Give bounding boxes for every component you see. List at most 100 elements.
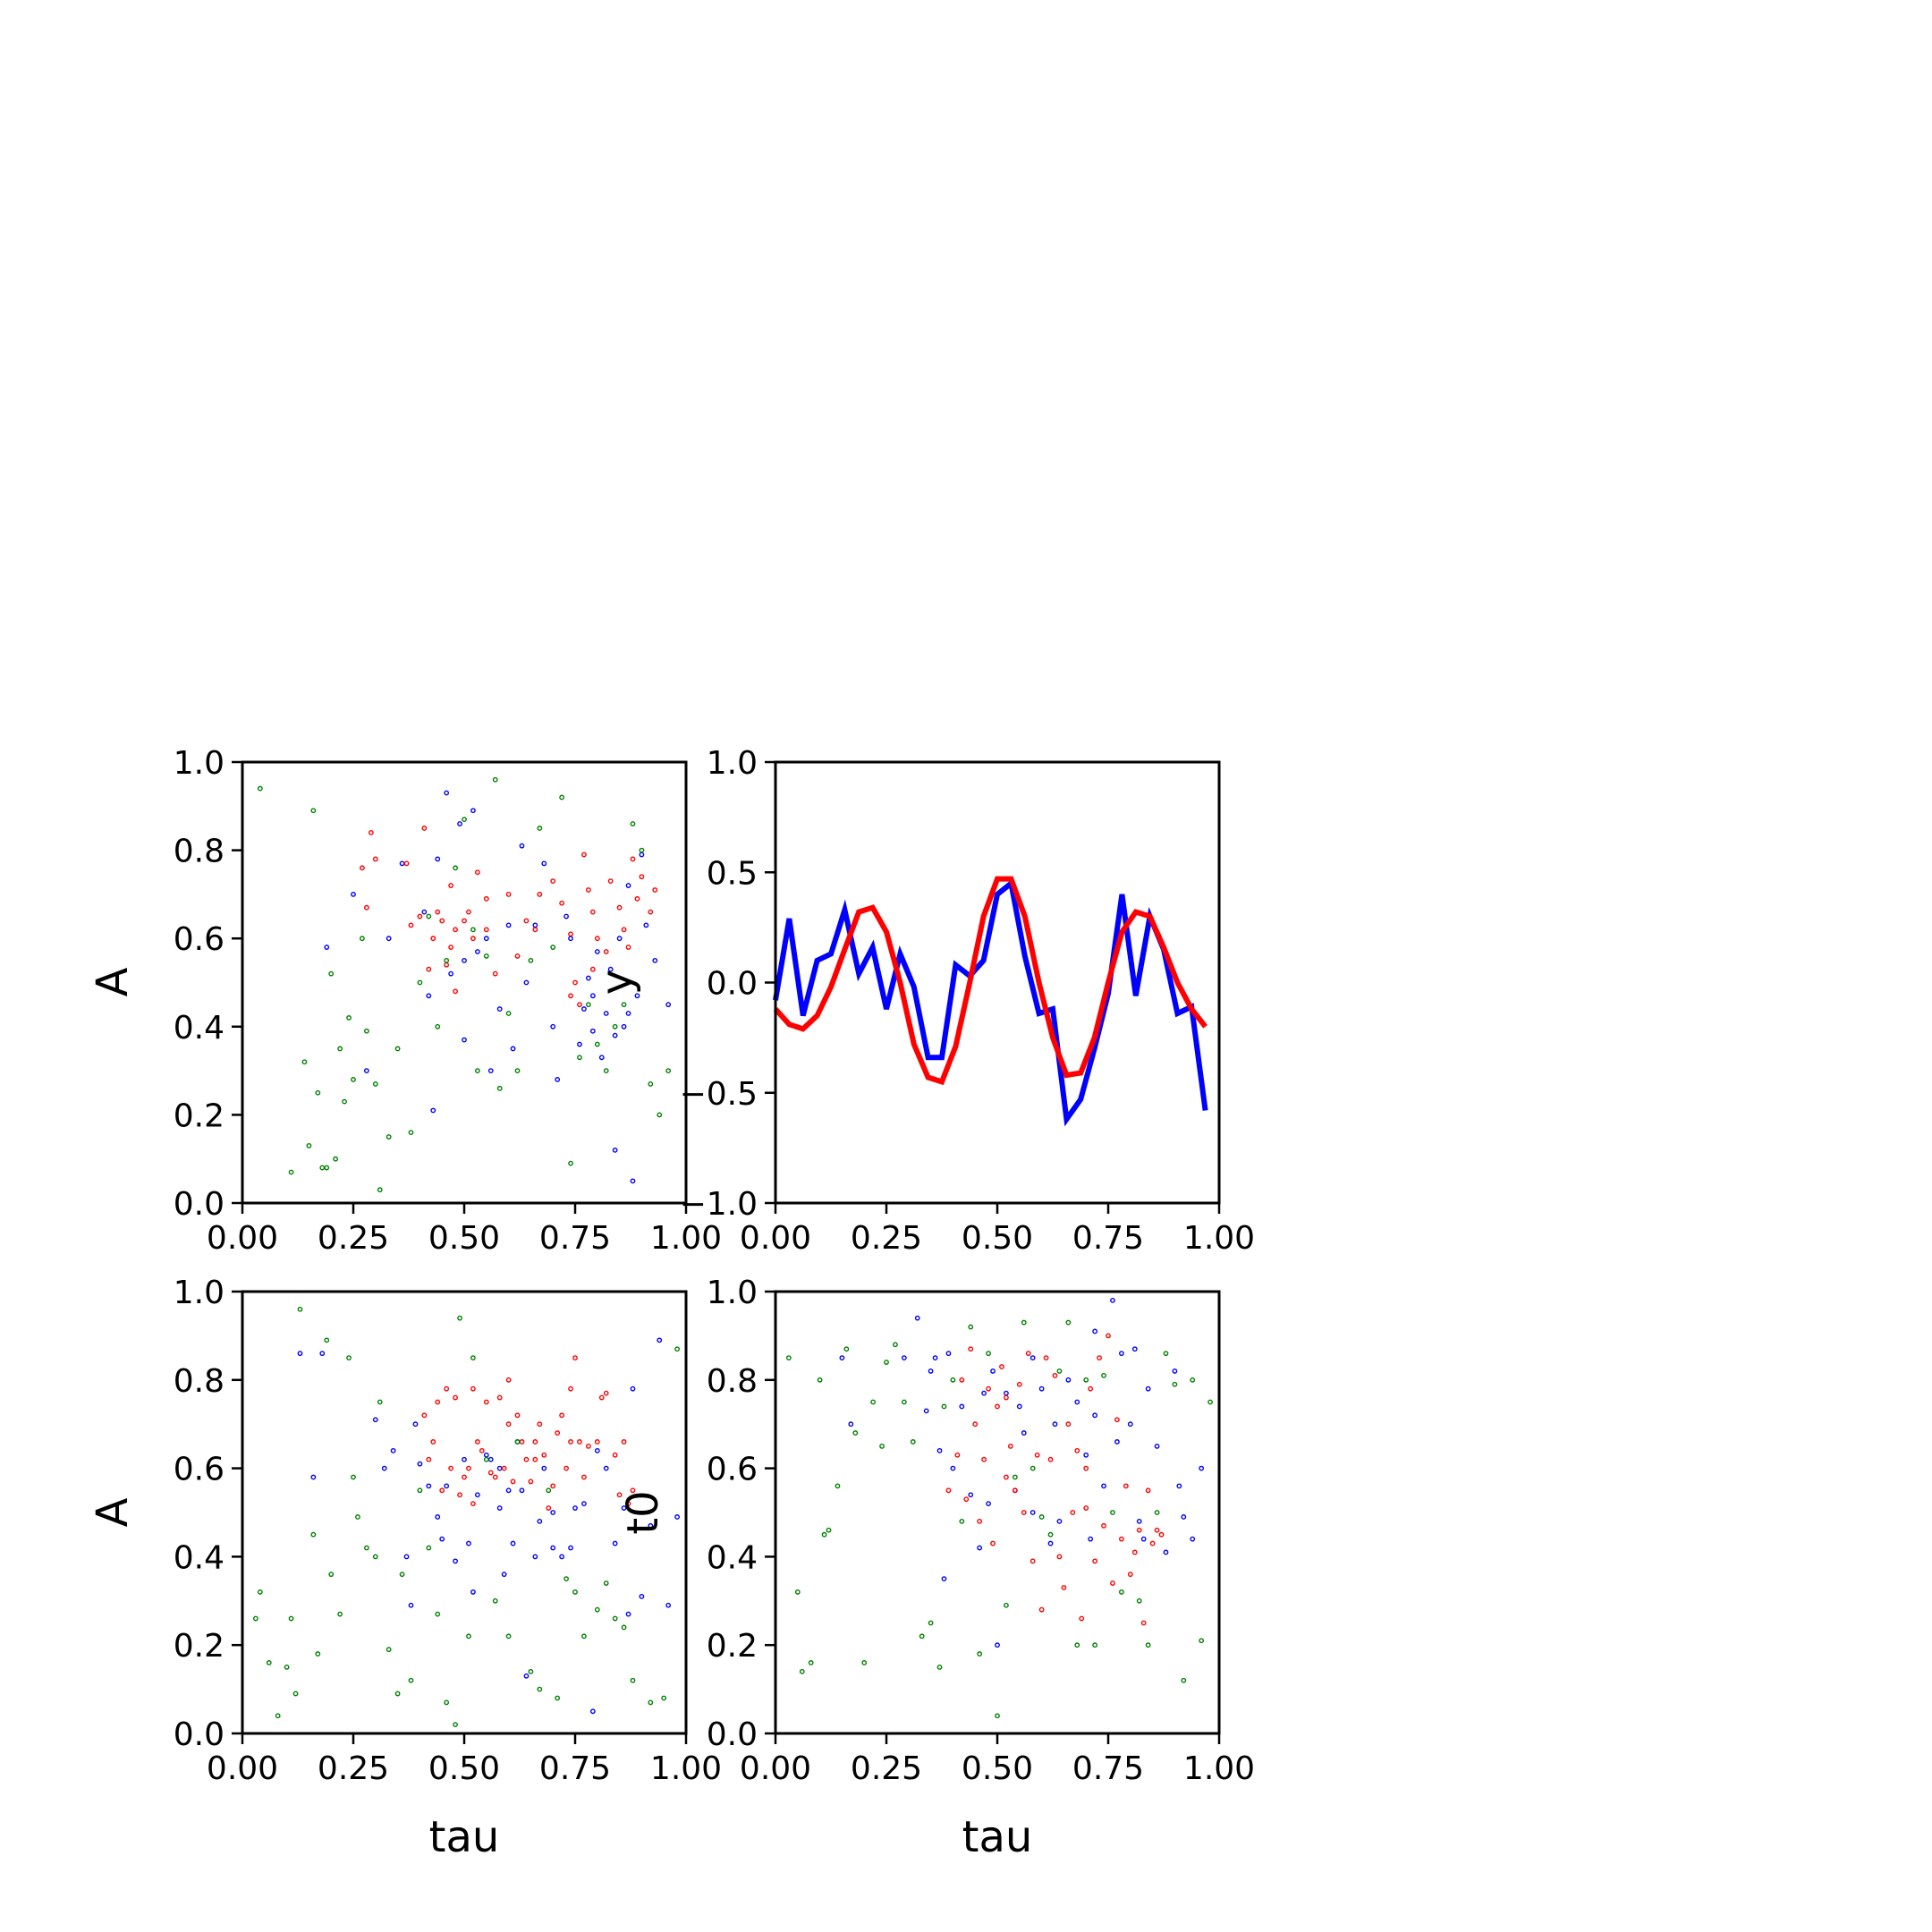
scatter-point [457,1492,462,1498]
scatter-point [901,1399,907,1405]
scatter-point [257,1589,263,1595]
scatter-point [444,1385,450,1392]
y-tick-label: 0.2 [174,1628,225,1665]
scatter-point [310,1474,317,1480]
scatter-point [394,1046,401,1052]
scatter-point [377,1187,383,1193]
scatter-point [483,895,489,902]
scatter-point [1047,1456,1054,1462]
scatter-point [532,1456,538,1462]
scatter-point [1190,1536,1196,1542]
y-tick-label: 0.6 [174,1452,225,1488]
scatter-point [639,874,645,880]
scatter-point [514,953,521,959]
y-tick-label: 0.4 [174,1539,225,1576]
scatter-point [483,1456,489,1462]
scatter-point [399,1572,405,1578]
y-tick-label: 1.0 [707,745,758,782]
scatter-point [625,1611,631,1617]
scatter-point [577,1002,582,1008]
scatter-point [1114,1439,1120,1445]
scatter-point [1154,1510,1160,1515]
x-tick-label: 0.50 [428,1750,500,1787]
scatter-point [1061,1585,1067,1590]
scatter-point [794,1589,801,1595]
scatter-point [448,1465,454,1471]
scatter-point [990,1368,996,1374]
scatter-point [589,909,596,915]
y-tick-label: −1.0 [680,1186,758,1223]
y-tick-label: 0.6 [174,921,225,958]
scatter-point [568,1439,573,1445]
scatter-point [1088,1385,1094,1392]
scatter-point [785,1355,792,1361]
scatter-point [408,1677,414,1683]
scatter-point [426,913,432,919]
scatter-point [496,1085,503,1091]
scatter-point [363,1068,369,1074]
scatter-point [630,821,636,826]
scatter-point [1047,1540,1054,1546]
y-tick-label: 0.0 [707,1716,758,1753]
scatter-point [492,776,498,783]
scatter-point [977,1518,983,1524]
scatter-point [1083,1377,1089,1383]
scatter-point [483,927,489,933]
scatter-point [572,979,578,986]
scatter-point [372,1417,378,1423]
scatter-point [550,945,556,950]
scatter-point [351,892,356,897]
scatter-point [977,1545,983,1551]
scatter-point [315,1651,321,1657]
scatter-point [612,1032,618,1038]
scatter-point [981,1456,987,1462]
scatter-point [843,1346,850,1352]
scatter-point [577,1041,582,1047]
scatter-point [848,1421,854,1428]
scatter-point [487,1068,494,1074]
scatter-point [453,1722,458,1728]
scatter-point [1101,1483,1106,1489]
scatter-point [266,1660,272,1665]
scatter-point [426,1456,432,1462]
scatter-point [514,1439,521,1445]
scatter-point [528,1668,534,1674]
y-axis-label: t0 [618,1490,668,1534]
scatter-point [1097,1355,1102,1361]
scatter-point [928,1620,934,1626]
scatter-point [328,1572,335,1578]
scatter-point [1012,1487,1018,1494]
scatter-point [284,1665,290,1670]
scatter-point [501,1572,507,1578]
scatter-point [360,865,365,871]
scatter-point [505,1377,512,1383]
scatter-point [564,1465,569,1471]
scatter-point [923,1408,929,1414]
scatter-point [351,1077,356,1082]
scatter-point [1004,1602,1009,1608]
scatter-point [674,1346,680,1352]
y-tick-label: 0.2 [174,1097,225,1134]
scatter-point [968,1346,974,1352]
x-tick-label: 0.75 [539,1750,611,1787]
x-tick-label: 0.00 [207,1750,278,1787]
scatter-point [981,1390,987,1396]
axes-frame [241,760,688,1205]
scatter-point [963,1496,970,1503]
scatter-point [564,1576,569,1582]
scatter-point [936,1447,943,1453]
scatter-point [324,945,330,950]
scatter-point [572,1505,578,1511]
scatter-point [1163,1549,1169,1555]
scatter-point [1038,1514,1045,1520]
scatter-point [1145,1487,1151,1494]
scatter-point [1136,1597,1142,1604]
scatter-point [435,1611,441,1617]
scatter-point [1052,1421,1058,1428]
scatter-point [986,1385,991,1392]
y-tick-label: 0.4 [174,1010,225,1046]
scatter-point [319,1351,326,1357]
scatter-point [360,936,365,942]
scatter-point [417,1487,423,1494]
